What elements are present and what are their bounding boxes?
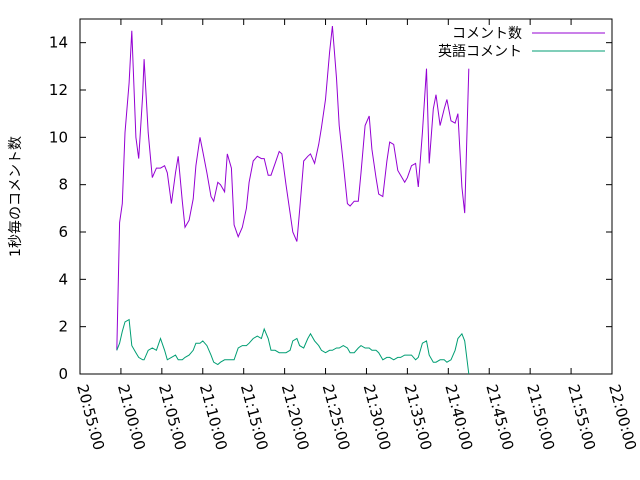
y-tick-label: 14 xyxy=(49,34,68,52)
legend-label-1: コメント数 xyxy=(452,26,522,42)
y-axis-ticks: 0 2 4 6 8 10 12 14 xyxy=(49,34,612,383)
y-tick-label: 4 xyxy=(58,270,68,288)
legend-label-2: 英語コメント xyxy=(438,43,522,60)
y-tick-label: 8 xyxy=(58,176,68,194)
y-axis-label: 1秒毎のコメント数 xyxy=(8,136,24,257)
series-line-2 xyxy=(116,318,470,375)
y-tick-label: 0 xyxy=(58,365,68,383)
y-tick-label: 6 xyxy=(58,223,68,241)
plot-frame xyxy=(79,18,613,375)
series-layer xyxy=(116,26,470,375)
y-tick-label: 12 xyxy=(49,81,68,99)
plot-area xyxy=(79,18,613,375)
series-line-1 xyxy=(116,26,470,351)
y-tick-label: 2 xyxy=(58,318,68,336)
y-tick-label: 10 xyxy=(49,128,68,146)
